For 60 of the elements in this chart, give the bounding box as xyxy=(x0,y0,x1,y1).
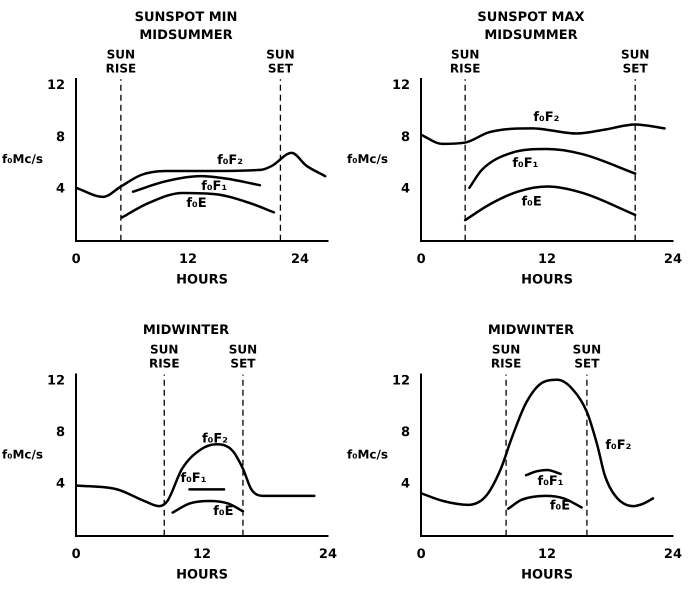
y-tick-label: 8 xyxy=(401,425,410,440)
y-axis-title: f₀Mc/s xyxy=(347,152,388,166)
chart-title: MIDWINTER xyxy=(488,323,574,338)
series-label: f₀F₂ xyxy=(533,110,560,126)
ref-line-label: SUN RISE xyxy=(450,47,480,76)
x-axis-title: HOURS xyxy=(176,272,228,288)
series-label: f₀E xyxy=(213,504,234,519)
ref-line-label: SUN SET xyxy=(266,47,295,76)
ref-line-label: SUN SET xyxy=(572,342,602,371)
y-tick-label: 4 xyxy=(401,181,410,196)
x-tick-label: 12 xyxy=(192,546,212,562)
series-label: f₀E xyxy=(522,194,542,210)
x-tick-label: 24 xyxy=(664,546,682,562)
x-tick-label: 0 xyxy=(416,252,426,267)
y-tick-label: 12 xyxy=(46,373,66,388)
y-tick-label: 12 xyxy=(46,78,66,94)
y-axis-title: f₀Mc/s xyxy=(347,447,388,462)
y-tick-label: 4 xyxy=(401,476,410,492)
y-tick-label: 8 xyxy=(56,130,66,145)
line-series xyxy=(506,494,583,510)
ref-line-label: SUN RISE xyxy=(490,342,522,371)
series-label: f₀E xyxy=(186,196,207,211)
series-label: f₀F₁ xyxy=(180,471,206,486)
x-tick-label: 24 xyxy=(664,252,682,267)
series-label: f₀F₂ xyxy=(217,152,244,168)
y-tick-label: 4 xyxy=(56,181,66,196)
line-series xyxy=(132,174,262,193)
y-tick-label: 8 xyxy=(56,425,66,440)
y-tick-label: 4 xyxy=(56,476,66,492)
series-label: f₀F₂ xyxy=(202,431,228,446)
series-label: f₀F₁ xyxy=(538,474,564,490)
chart-title: SUNSPOT MIN xyxy=(134,10,238,26)
series-label: f₀F₁ xyxy=(512,156,538,171)
series-label: f₀F₁ xyxy=(201,179,228,194)
y-tick-label: 8 xyxy=(401,130,410,145)
chart-title: MIDWINTER xyxy=(142,323,230,338)
x-tick-label: 12 xyxy=(538,546,556,562)
ref-line-label: SUN RISE xyxy=(106,47,136,76)
ref-line-label: SUN SET xyxy=(620,47,650,76)
chart-subtitle: MIDSUMMER xyxy=(484,28,578,43)
x-axis-title: HOURS xyxy=(521,272,573,288)
x-tick-label: 24 xyxy=(318,546,337,562)
chart-subtitle: MIDSUMMER xyxy=(139,28,233,43)
x-tick-label: 24 xyxy=(290,252,310,267)
x-tick-label: 12 xyxy=(538,252,556,267)
y-axis-title: f₀Mc/s xyxy=(2,447,44,462)
x-axis-title: HOURS xyxy=(176,568,228,583)
y-tick-label: 12 xyxy=(392,78,410,94)
x-tick-label: 0 xyxy=(72,546,81,562)
x-axis-title: HOURS xyxy=(521,568,573,583)
ref-line-label: SUN SET xyxy=(228,342,258,371)
y-axis-title: f₀Mc/s xyxy=(2,152,44,166)
series-label: f₀F₂ xyxy=(605,438,632,453)
ref-line-label: SUN RISE xyxy=(148,342,180,371)
x-tick-label: 12 xyxy=(179,252,198,267)
series-label: f₀E xyxy=(550,498,570,514)
x-tick-label: 0 xyxy=(416,546,426,562)
chart-title: SUNSPOT MAX xyxy=(477,10,585,26)
x-tick-label: 0 xyxy=(72,252,81,267)
y-tick-label: 12 xyxy=(392,373,410,388)
